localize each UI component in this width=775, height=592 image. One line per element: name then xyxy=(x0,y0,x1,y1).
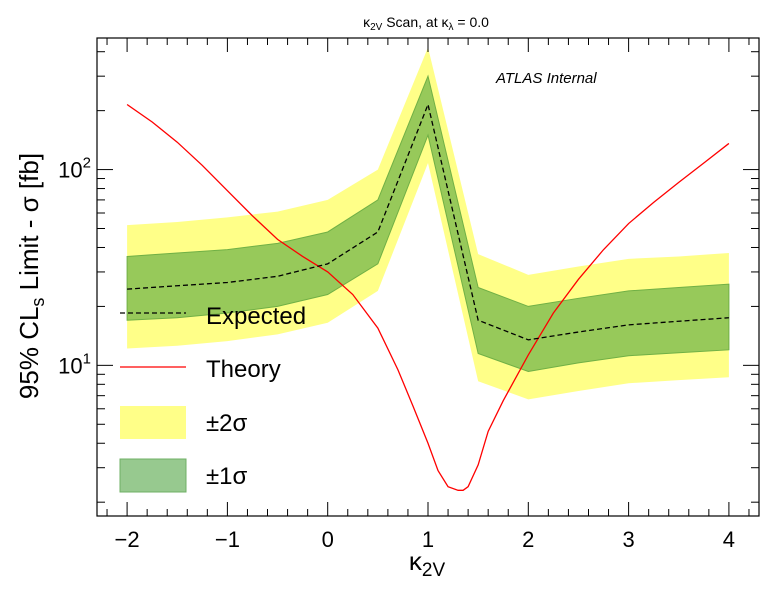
legend-2sigma-label: ±2σ xyxy=(206,410,248,437)
y-tick-label: 102 xyxy=(58,155,91,183)
band-1sigma xyxy=(126,74,730,373)
x-axis-label: κ2V xyxy=(409,546,446,581)
series-lines-group xyxy=(126,102,730,491)
x-tick-label: 0 xyxy=(322,527,334,552)
theory-line xyxy=(126,103,730,491)
y-tick-label: 101 xyxy=(58,350,91,378)
legend-expected-label: Expected xyxy=(206,303,306,330)
legend-theory-label: Theory xyxy=(206,356,281,383)
expected-line xyxy=(127,102,729,341)
x-tick-label: 3 xyxy=(622,527,634,552)
legend: Expected Theory ±2σ ±1σ xyxy=(119,303,306,493)
legend-2sigma-swatch xyxy=(120,406,186,439)
x-tick-label: 1 xyxy=(422,527,434,552)
band-1sigma-group xyxy=(126,74,730,373)
legend-1sigma-swatch xyxy=(119,458,187,493)
x-tick-label: −1 xyxy=(215,527,240,552)
atlas-internal-label: ATLAS Internal xyxy=(495,70,597,87)
axis-ticks-group: −2 −1 0 1 2 3 4 101 102 xyxy=(58,38,759,552)
chart-title: κ2V Scan, at κλ = 0.0 xyxy=(363,14,489,33)
y-axis-label: 95% CLs Limit - σ [fb] xyxy=(14,153,48,399)
legend-1sigma-label: ±1σ xyxy=(206,463,248,490)
x-tick-label: 4 xyxy=(723,527,735,552)
x-tick-label: 2 xyxy=(522,527,534,552)
x-tick-label: −2 xyxy=(115,527,140,552)
